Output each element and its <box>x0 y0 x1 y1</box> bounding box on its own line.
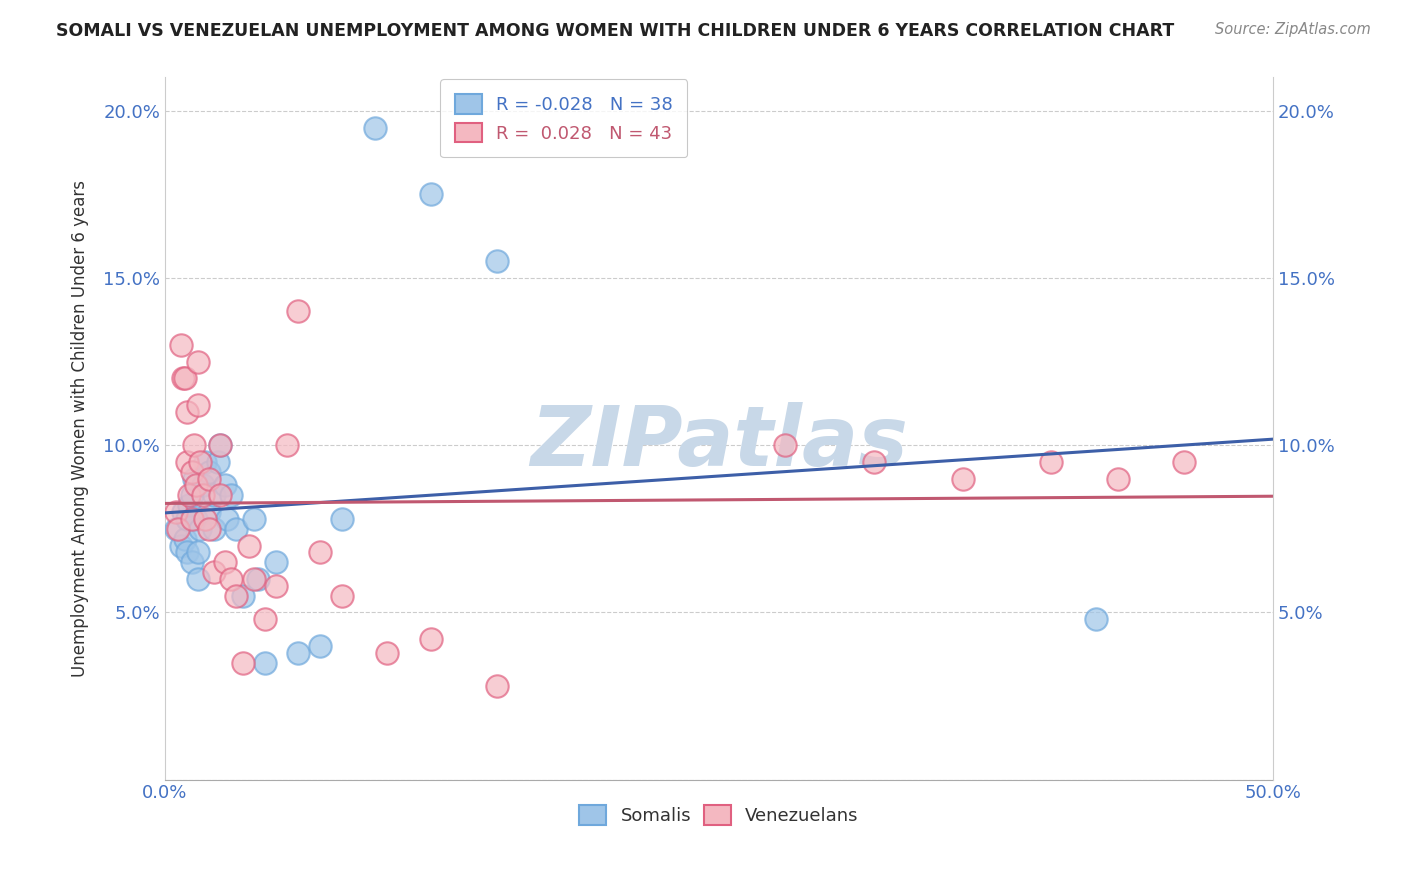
Point <box>183 438 205 452</box>
Point <box>1173 455 1195 469</box>
Point <box>191 478 214 492</box>
Point <box>198 472 221 486</box>
Point <box>375 646 398 660</box>
Point <box>221 572 243 586</box>
Point <box>180 512 202 526</box>
Point <box>209 438 232 452</box>
Point <box>232 589 254 603</box>
Point <box>202 522 225 536</box>
Point <box>198 465 221 479</box>
Point <box>165 522 187 536</box>
Point <box>242 512 264 526</box>
Point <box>165 505 187 519</box>
Point <box>180 555 202 569</box>
Point <box>242 572 264 586</box>
Point <box>330 512 353 526</box>
Point <box>172 371 194 385</box>
Point <box>191 488 214 502</box>
Point <box>194 512 217 526</box>
Point <box>169 539 191 553</box>
Point <box>253 656 276 670</box>
Point <box>419 187 441 202</box>
Point <box>486 679 509 693</box>
Point <box>287 304 309 318</box>
Point <box>253 612 276 626</box>
Point <box>952 472 974 486</box>
Point <box>202 566 225 580</box>
Point <box>276 438 298 452</box>
Point <box>187 545 209 559</box>
Point <box>198 522 221 536</box>
Point <box>198 505 221 519</box>
Point <box>180 488 202 502</box>
Point <box>209 488 232 502</box>
Text: Source: ZipAtlas.com: Source: ZipAtlas.com <box>1215 22 1371 37</box>
Point <box>190 522 212 536</box>
Point <box>419 632 441 647</box>
Point <box>176 405 198 419</box>
Point <box>225 522 247 536</box>
Point <box>215 512 238 526</box>
Point <box>775 438 797 452</box>
Point <box>202 488 225 502</box>
Point <box>187 354 209 368</box>
Point <box>309 639 332 653</box>
Point <box>167 522 190 536</box>
Point <box>364 120 387 135</box>
Point <box>187 572 209 586</box>
Point <box>863 455 886 469</box>
Point <box>264 555 287 569</box>
Point <box>1107 472 1129 486</box>
Point <box>486 254 509 268</box>
Point <box>309 545 332 559</box>
Point <box>238 539 260 553</box>
Point <box>176 545 198 559</box>
Point <box>176 512 198 526</box>
Point <box>180 465 202 479</box>
Point <box>330 589 353 603</box>
Point <box>207 455 229 469</box>
Point <box>172 505 194 519</box>
Point <box>176 455 198 469</box>
Point <box>174 532 197 546</box>
Point <box>214 555 236 569</box>
Point <box>184 478 207 492</box>
Point <box>209 438 232 452</box>
Point <box>179 488 201 502</box>
Text: SOMALI VS VENEZUELAN UNEMPLOYMENT AMONG WOMEN WITH CHILDREN UNDER 6 YEARS CORREL: SOMALI VS VENEZUELAN UNEMPLOYMENT AMONG … <box>56 22 1174 40</box>
Point <box>221 488 243 502</box>
Point <box>1040 455 1063 469</box>
Point <box>183 472 205 486</box>
Text: ZIPatlas: ZIPatlas <box>530 402 908 483</box>
Point <box>184 512 207 526</box>
Point <box>1084 612 1107 626</box>
Legend: Somalis, Venezuelans: Somalis, Venezuelans <box>569 796 868 834</box>
Point <box>190 455 212 469</box>
Point <box>287 646 309 660</box>
Y-axis label: Unemployment Among Women with Children Under 6 years: Unemployment Among Women with Children U… <box>72 180 89 677</box>
Point <box>214 478 236 492</box>
Point <box>179 499 201 513</box>
Point <box>187 398 209 412</box>
Point <box>169 338 191 352</box>
Point <box>174 371 197 385</box>
Point <box>194 455 217 469</box>
Point <box>264 579 287 593</box>
Point <box>247 572 270 586</box>
Point <box>232 656 254 670</box>
Point <box>225 589 247 603</box>
